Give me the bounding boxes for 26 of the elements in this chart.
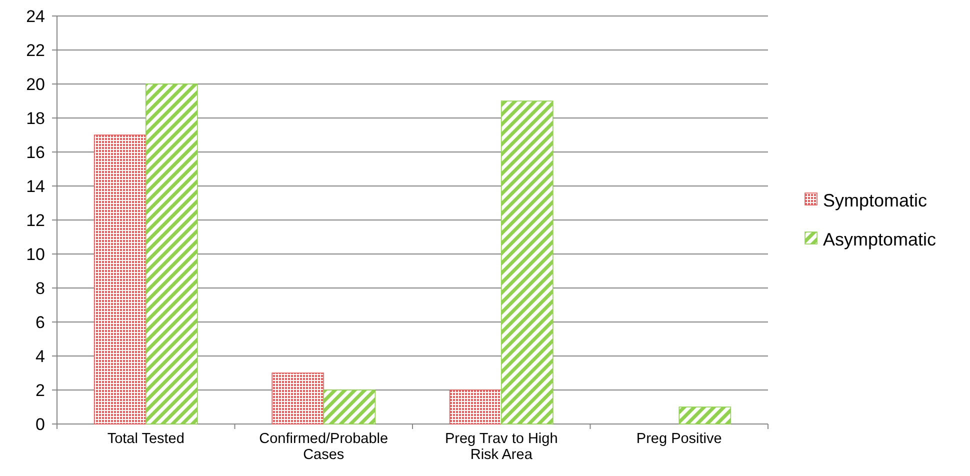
y-tick-label: 20: [26, 74, 45, 94]
y-tick-label: 12: [26, 210, 45, 230]
y-tick-label: 14: [26, 176, 45, 196]
y-tick-label: 24: [26, 6, 45, 26]
y-tick-label: 18: [26, 108, 45, 128]
x-tick-label: Confirmed/Probable Cases: [259, 431, 388, 463]
bar: [500, 100, 554, 424]
x-tick-label: Preg Trav to High Risk Area: [444, 431, 558, 463]
x-tick-label: Preg Positive: [636, 431, 722, 447]
legend-label: Symptomatic: [823, 190, 928, 210]
y-tick-label: 10: [26, 244, 45, 264]
bar: [272, 372, 324, 424]
x-tick-label: Total Tested: [107, 431, 184, 447]
y-tick-label: 0: [36, 414, 45, 434]
bar: [94, 134, 146, 424]
legend-label: Asymptomatic: [823, 229, 936, 250]
y-tick-label: 6: [36, 312, 45, 332]
bar: [323, 390, 376, 424]
y-tick-label: 16: [26, 142, 45, 162]
y-tick-label: 2: [36, 380, 45, 400]
bar: [678, 406, 732, 424]
y-tick-label: 4: [36, 346, 45, 366]
bar: [449, 390, 502, 424]
y-tick-label: 22: [26, 40, 45, 60]
bar: [145, 84, 198, 424]
y-tick-label: 8: [36, 278, 45, 298]
